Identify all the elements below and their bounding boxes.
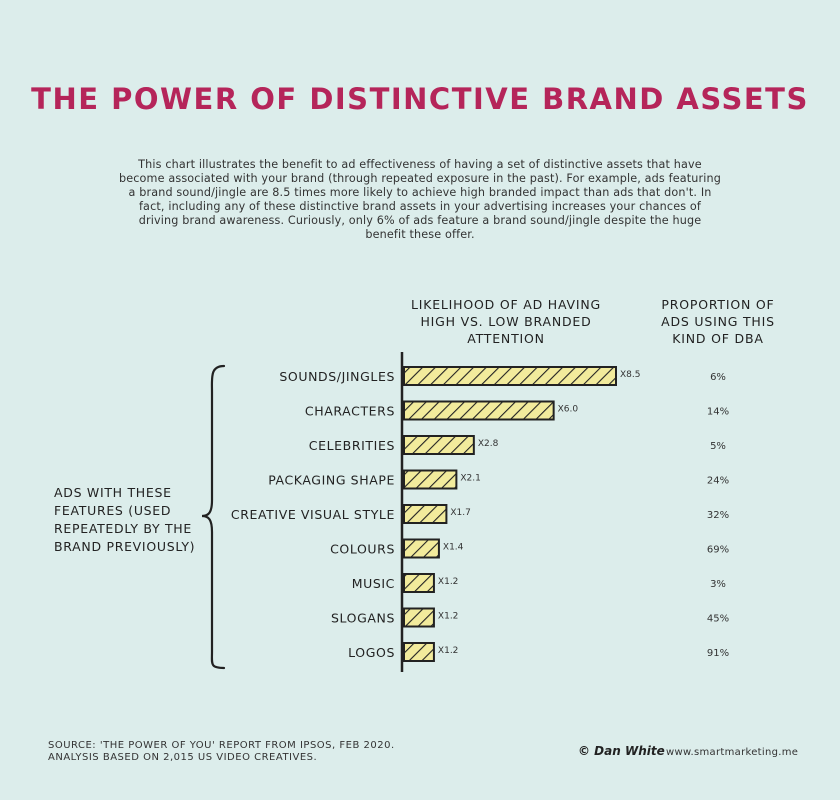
analysis-line: ANALYSIS BASED ON 2,015 US VIDEO CREATIV…: [48, 752, 318, 763]
author-signature: © Dan White: [578, 744, 665, 758]
category-label: CELEBRITIES: [309, 438, 395, 453]
proportion-value: 32%: [707, 510, 729, 521]
value-label: X6.0: [558, 405, 579, 415]
proportion-value: 3%: [710, 579, 726, 590]
category-label: CHARACTERS: [305, 404, 395, 419]
category-label: SOUNDS/JINGLES: [279, 369, 395, 384]
bar: [403, 573, 435, 593]
category-label: SLOGANS: [331, 611, 395, 626]
bar: [403, 366, 617, 386]
value-label: X1.4: [443, 543, 464, 553]
proportion-value: 6%: [710, 372, 726, 383]
likelihood-column-header: LIKELIHOOD OF AD HAVING HIGH VS. LOW BRA…: [410, 297, 602, 346]
bar: [403, 642, 435, 662]
bar: [403, 538, 440, 559]
footer-source: SOURCE: 'THE POWER OF YOU' REPORT FROM I…: [48, 740, 395, 764]
proportion-value: 5%: [710, 441, 726, 452]
proportion-column-header: PROPORTION OF ADS USING THIS KIND OF DBA: [661, 297, 775, 346]
bar: [403, 400, 555, 421]
bar: [403, 469, 458, 490]
value-label: X1.2: [438, 646, 458, 656]
intro-paragraph: This chart illustrates the benefit to ad…: [118, 158, 722, 241]
proportion-value: 14%: [707, 407, 729, 418]
value-label: X1.2: [438, 612, 458, 622]
bar: [403, 607, 435, 628]
website-link[interactable]: www.smartmarketing.me: [666, 747, 799, 758]
category-label: CREATIVE VISUAL STYLE: [231, 507, 395, 522]
proportion-value: 24%: [707, 476, 729, 487]
group-brace: [201, 364, 226, 670]
category-label: LOGOS: [348, 645, 395, 660]
value-label: X2.8: [478, 439, 499, 449]
category-label: MUSIC: [352, 576, 395, 591]
source-line: SOURCE: 'THE POWER OF YOU' REPORT FROM I…: [48, 740, 395, 751]
proportion-value: 45%: [707, 614, 729, 625]
category-label: COLOURS: [330, 542, 395, 557]
value-label: X1.2: [438, 577, 458, 587]
chart-title: THE POWER OF DISTINCTIVE BRAND ASSETS: [31, 82, 809, 116]
value-label: X1.7: [450, 508, 470, 518]
proportion-value: 69%: [707, 545, 729, 556]
proportion-value: 91%: [707, 648, 729, 659]
group-label: ADS WITH THESE FEATURES (USED REPEATEDLY…: [54, 485, 196, 554]
value-label: X8.5: [620, 370, 640, 380]
bar: [403, 435, 475, 455]
value-label: X2.1: [460, 474, 480, 484]
bar: [403, 504, 448, 524]
category-label: PACKAGING SHAPE: [268, 473, 395, 488]
